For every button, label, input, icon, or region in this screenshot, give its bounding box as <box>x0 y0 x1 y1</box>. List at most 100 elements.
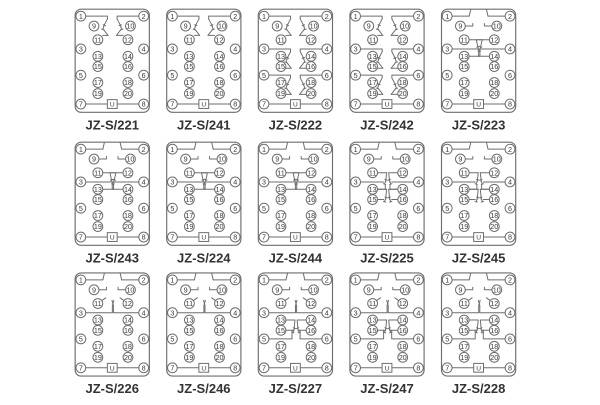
svg-text:4: 4 <box>325 178 329 187</box>
svg-text:4: 4 <box>508 45 512 54</box>
svg-text:17: 17 <box>185 342 193 351</box>
svg-text:8: 8 <box>416 100 420 109</box>
svg-text:12: 12 <box>490 35 498 44</box>
svg-text:18: 18 <box>124 211 132 220</box>
svg-text:12: 12 <box>399 35 407 44</box>
svg-text:18: 18 <box>216 342 224 351</box>
svg-text:10: 10 <box>401 285 409 294</box>
svg-text:JZ-S/244: JZ-S/244 <box>269 250 323 265</box>
svg-text:3: 3 <box>354 308 358 317</box>
svg-text:6: 6 <box>416 71 420 80</box>
svg-text:20: 20 <box>490 353 498 362</box>
svg-text:16: 16 <box>490 326 498 335</box>
svg-text:U: U <box>201 102 206 109</box>
svg-text:9: 9 <box>367 155 371 164</box>
svg-text:5: 5 <box>79 204 83 213</box>
svg-text:10: 10 <box>126 285 134 294</box>
svg-text:JZ-S/227: JZ-S/227 <box>269 381 322 396</box>
svg-text:15: 15 <box>277 62 285 71</box>
svg-text:11: 11 <box>186 299 193 308</box>
svg-text:2: 2 <box>416 276 420 285</box>
svg-text:10: 10 <box>401 22 409 31</box>
svg-text:4: 4 <box>142 45 146 54</box>
svg-text:18: 18 <box>124 78 132 87</box>
svg-text:6: 6 <box>233 71 237 80</box>
svg-text:9: 9 <box>458 155 462 164</box>
svg-text:11: 11 <box>186 168 193 177</box>
svg-text:19: 19 <box>277 222 285 231</box>
svg-text:10: 10 <box>126 155 134 164</box>
svg-text:U: U <box>110 235 115 242</box>
svg-text:15: 15 <box>94 326 102 335</box>
svg-text:13: 13 <box>94 52 102 61</box>
svg-text:10: 10 <box>218 285 226 294</box>
svg-text:10: 10 <box>401 155 409 164</box>
svg-text:5: 5 <box>79 335 83 344</box>
svg-text:9: 9 <box>367 285 371 294</box>
svg-text:19: 19 <box>94 222 102 231</box>
svg-text:3: 3 <box>170 45 174 54</box>
svg-text:13: 13 <box>277 316 285 325</box>
svg-text:9: 9 <box>367 22 371 31</box>
svg-text:11: 11 <box>277 168 284 177</box>
svg-text:12: 12 <box>490 299 498 308</box>
svg-text:4: 4 <box>233 45 237 54</box>
svg-text:12: 12 <box>124 35 132 44</box>
svg-text:10: 10 <box>310 285 318 294</box>
svg-text:2: 2 <box>233 145 237 154</box>
svg-text:7: 7 <box>79 233 83 242</box>
svg-text:5: 5 <box>262 204 266 213</box>
svg-text:12: 12 <box>124 168 132 177</box>
svg-text:6: 6 <box>416 204 420 213</box>
svg-text:4: 4 <box>142 178 146 187</box>
svg-text:13: 13 <box>277 185 285 194</box>
svg-text:17: 17 <box>94 211 102 220</box>
svg-text:18: 18 <box>307 78 315 87</box>
svg-text:JZ-S/241: JZ-S/241 <box>177 117 230 132</box>
svg-text:U: U <box>110 365 115 372</box>
svg-text:U: U <box>110 102 115 109</box>
svg-text:15: 15 <box>369 62 377 71</box>
svg-text:8: 8 <box>233 100 237 109</box>
svg-text:19: 19 <box>460 222 468 231</box>
svg-text:19: 19 <box>185 89 193 98</box>
svg-text:8: 8 <box>416 233 420 242</box>
svg-text:18: 18 <box>490 78 498 87</box>
svg-text:5: 5 <box>354 335 358 344</box>
svg-text:15: 15 <box>460 326 468 335</box>
svg-text:U: U <box>293 365 298 372</box>
svg-text:7: 7 <box>170 100 174 109</box>
svg-text:2: 2 <box>142 12 146 21</box>
svg-text:4: 4 <box>508 308 512 317</box>
svg-text:1: 1 <box>354 145 358 154</box>
svg-text:14: 14 <box>399 316 407 325</box>
svg-text:16: 16 <box>399 62 407 71</box>
svg-text:14: 14 <box>307 185 315 194</box>
svg-text:1: 1 <box>79 145 83 154</box>
svg-text:3: 3 <box>445 308 449 317</box>
svg-text:18: 18 <box>490 342 498 351</box>
svg-text:6: 6 <box>325 335 329 344</box>
svg-text:3: 3 <box>262 178 266 187</box>
svg-text:7: 7 <box>79 100 83 109</box>
svg-text:4: 4 <box>233 178 237 187</box>
svg-text:17: 17 <box>369 342 377 351</box>
svg-text:12: 12 <box>307 168 315 177</box>
svg-text:2: 2 <box>325 12 329 21</box>
svg-text:13: 13 <box>94 185 102 194</box>
svg-text:19: 19 <box>94 89 102 98</box>
svg-text:16: 16 <box>490 62 498 71</box>
svg-text:15: 15 <box>460 62 468 71</box>
svg-text:9: 9 <box>275 285 279 294</box>
svg-text:20: 20 <box>216 89 224 98</box>
svg-text:3: 3 <box>262 308 266 317</box>
svg-text:19: 19 <box>369 353 377 362</box>
svg-text:3: 3 <box>445 178 449 187</box>
svg-text:14: 14 <box>216 52 224 61</box>
svg-text:JZ-S/228: JZ-S/228 <box>452 381 505 396</box>
svg-text:20: 20 <box>490 222 498 231</box>
svg-text:JZ-S/224: JZ-S/224 <box>177 250 231 265</box>
svg-text:2: 2 <box>325 276 329 285</box>
svg-text:16: 16 <box>399 195 407 204</box>
svg-text:20: 20 <box>307 89 315 98</box>
